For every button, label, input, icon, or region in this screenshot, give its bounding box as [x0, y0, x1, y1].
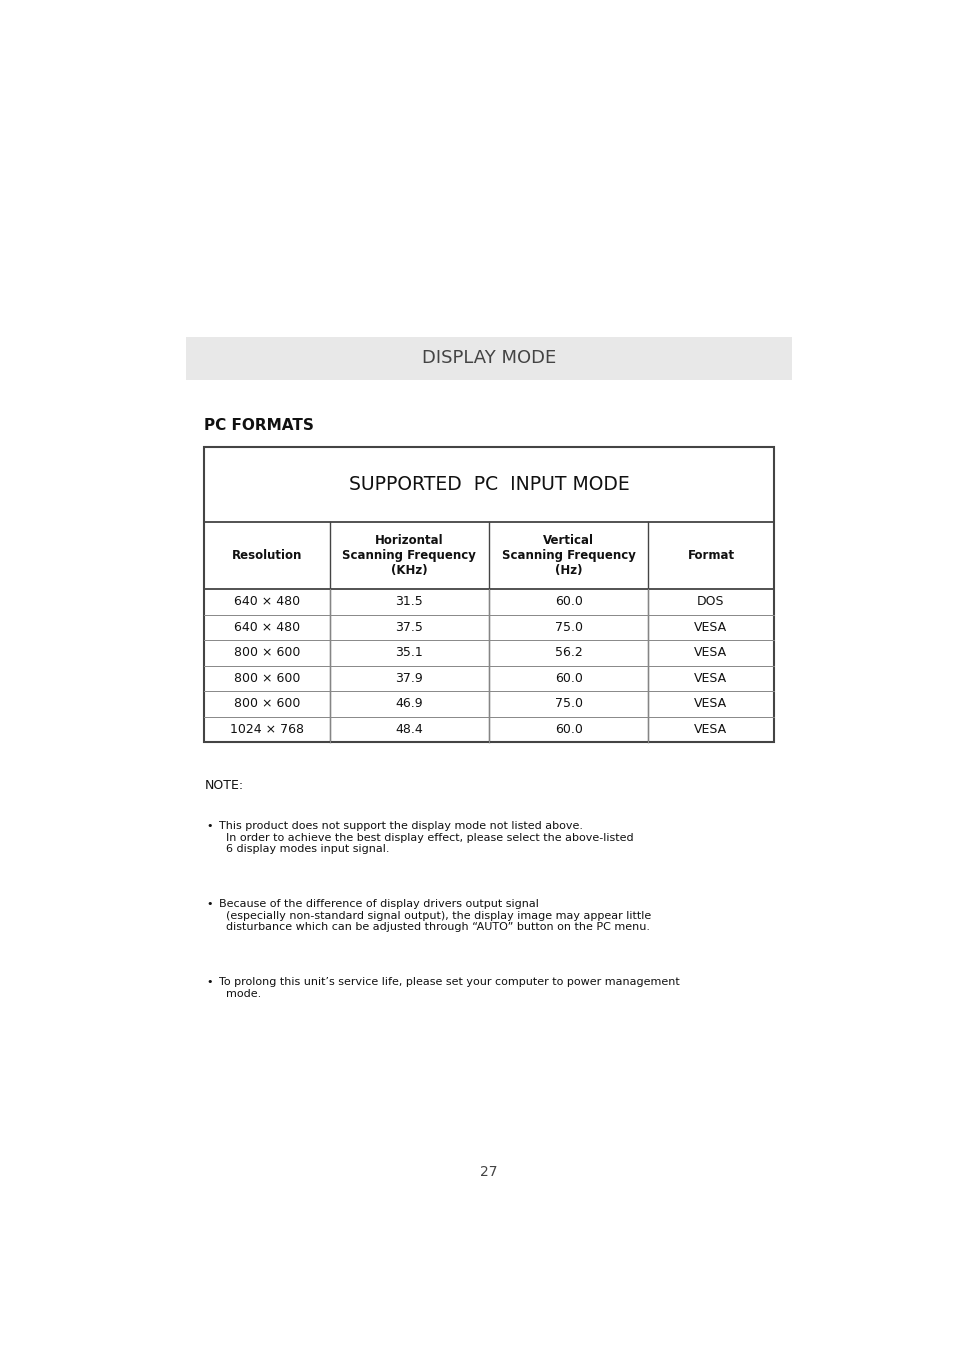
- Text: 56.2: 56.2: [555, 647, 582, 659]
- Text: 800 × 600: 800 × 600: [233, 698, 300, 710]
- Text: DOS: DOS: [697, 595, 724, 609]
- Text: 640 × 480: 640 × 480: [233, 621, 299, 634]
- Text: PC FORMATS: PC FORMATS: [204, 417, 314, 433]
- Text: Horizontal
Scanning Frequency
(KHz): Horizontal Scanning Frequency (KHz): [342, 535, 476, 576]
- Text: Because of the difference of display drivers output signal
  (especially non-sta: Because of the difference of display dri…: [219, 899, 651, 933]
- Text: DISPLAY MODE: DISPLAY MODE: [421, 350, 556, 367]
- Text: Format: Format: [687, 549, 734, 562]
- Text: 800 × 600: 800 × 600: [233, 672, 300, 684]
- Text: 48.4: 48.4: [395, 722, 422, 736]
- Text: •: •: [206, 899, 213, 909]
- Text: 46.9: 46.9: [395, 698, 422, 710]
- Text: VESA: VESA: [694, 621, 727, 634]
- Text: Vertical
Scanning Frequency
(Hz): Vertical Scanning Frequency (Hz): [501, 535, 635, 576]
- Bar: [204, 447, 773, 742]
- Text: •: •: [206, 977, 213, 987]
- Text: 37.5: 37.5: [395, 621, 423, 634]
- Text: Resolution: Resolution: [232, 549, 302, 562]
- Text: To prolong this unit’s service life, please set your computer to power managemen: To prolong this unit’s service life, ple…: [219, 977, 679, 999]
- Text: •: •: [206, 821, 213, 832]
- Text: 37.9: 37.9: [395, 672, 422, 684]
- Text: VESA: VESA: [694, 698, 727, 710]
- Text: 60.0: 60.0: [554, 595, 582, 609]
- Bar: [186, 336, 791, 381]
- Text: 31.5: 31.5: [395, 595, 422, 609]
- Text: VESA: VESA: [694, 672, 727, 684]
- Text: 640 × 480: 640 × 480: [233, 595, 299, 609]
- Text: VESA: VESA: [694, 647, 727, 659]
- Text: NOTE:: NOTE:: [204, 779, 243, 792]
- Text: 35.1: 35.1: [395, 647, 422, 659]
- Text: This product does not support the display mode not listed above.
  In order to a: This product does not support the displa…: [219, 821, 633, 855]
- Text: 60.0: 60.0: [554, 672, 582, 684]
- Text: 60.0: 60.0: [554, 722, 582, 736]
- Text: 75.0: 75.0: [554, 698, 582, 710]
- Text: 75.0: 75.0: [554, 621, 582, 634]
- Text: 800 × 600: 800 × 600: [233, 647, 300, 659]
- Text: SUPPORTED  PC  INPUT MODE: SUPPORTED PC INPUT MODE: [348, 475, 629, 494]
- Text: VESA: VESA: [694, 722, 727, 736]
- Text: 1024 × 768: 1024 × 768: [230, 722, 304, 736]
- Text: 27: 27: [479, 1165, 497, 1180]
